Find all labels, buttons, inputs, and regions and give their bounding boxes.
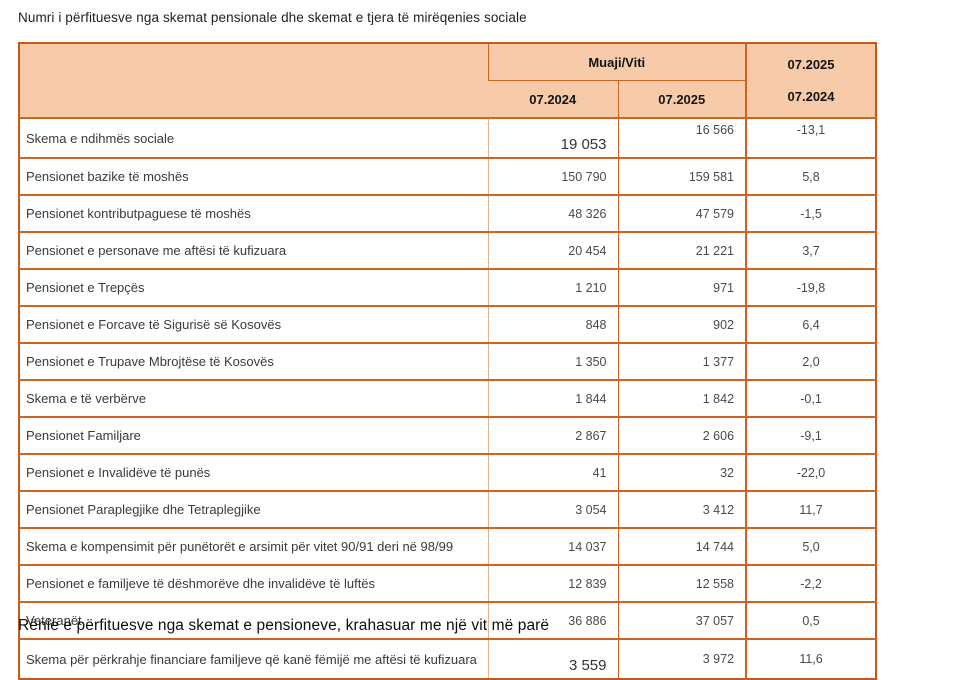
table-row: Skema e të verbërve 1 844 1 842 -0,1 <box>19 379 877 417</box>
change-value: -1,5 <box>745 194 877 232</box>
table-row: Skema e ndihmës sociale 19 053 16 566 -13,1 <box>19 117 877 158</box>
table-row: Pensionet Familjare 2 867 2 606 -9,1 <box>19 416 877 454</box>
header-col-2025: 07.2025 <box>617 80 747 119</box>
header-ratio-denominator: 07.2024 <box>787 88 835 104</box>
value-2024: 1 350 <box>487 342 618 380</box>
row-label: Skema e ndihmës sociale <box>19 117 488 158</box>
value-2024: 19 053 <box>487 117 618 158</box>
table-row: Pensionet bazike të moshës 150 790 159 581… <box>19 157 877 195</box>
value-2024: 3 559 <box>487 638 618 679</box>
row-label: Pensionet e Trupave Mbrojtëse të Kosovës <box>19 342 488 380</box>
row-label: Veteranët <box>19 601 488 639</box>
change-value: -13,1 <box>745 117 877 158</box>
table-row: Veteranët 36 886 37 057 0,5 <box>19 601 877 639</box>
change-value: -19,8 <box>745 268 877 306</box>
table-row: Skema për përkrahje financiare familjeve… <box>19 638 877 679</box>
table-caption: Rënie e përfituesve nga skemat e pension… <box>18 617 550 634</box>
value-2025: 16 566 <box>617 117 747 158</box>
row-label: Pensionet e Invalidëve të punës <box>19 453 488 491</box>
table-row: Pensionet e Forcave të Sigurisë së Kosov… <box>19 305 877 343</box>
table-row: Pensionet e personave me aftësi të kufiz… <box>19 231 877 269</box>
row-label: Pensionet e Trepçës <box>19 268 488 306</box>
table-row: Pensionet e Trupave Mbrojtëse të Kosovës… <box>19 342 877 380</box>
change-value: 2,0 <box>745 342 877 380</box>
change-value: -0,1 <box>745 379 877 417</box>
value-2025: 47 579 <box>617 194 747 232</box>
value-2024: 48 326 <box>487 194 618 232</box>
value-2025: 21 221 <box>617 231 747 269</box>
change-value: 11,6 <box>745 638 877 679</box>
row-label: Pensionet bazike të moshës <box>19 157 488 195</box>
header-ratio-numerator: 07.2025 <box>787 56 835 72</box>
value-2024: 14 037 <box>487 527 618 565</box>
value-2025: 902 <box>617 305 747 343</box>
value-2024: 848 <box>487 305 618 343</box>
value-2025: 2 606 <box>617 416 747 454</box>
change-value: 3,7 <box>745 231 877 269</box>
change-value: 5,0 <box>745 527 877 565</box>
value-2024: 1 210 <box>487 268 618 306</box>
value-2024: 3 054 <box>487 490 618 528</box>
value-2025: 1 842 <box>617 379 747 417</box>
pension-beneficiaries-table: Muaji/Viti 07.2025 07.2024 07.2024 07.20… <box>18 42 878 680</box>
value-2024: 150 790 <box>487 157 618 195</box>
row-label: Pensionet e familjeve të dëshmorëve dhe … <box>19 564 488 602</box>
value-2025: 32 <box>617 453 747 491</box>
change-value: 0,5 <box>745 601 877 639</box>
table-row: Pensionet Paraplegjike dhe Tetraplegjike… <box>19 490 877 528</box>
table-row: Skema e kompensimit për punëtorët e arsi… <box>19 527 877 565</box>
row-label: Skema për përkrahje financiare familjeve… <box>19 638 488 679</box>
change-value: 6,4 <box>745 305 877 343</box>
change-value: 5,8 <box>745 157 877 195</box>
value-2024: 12 839 <box>487 564 618 602</box>
value-2025: 3 412 <box>617 490 747 528</box>
table-header: Muaji/Viti 07.2025 07.2024 07.2024 07.20… <box>19 43 877 119</box>
change-value: 11,7 <box>745 490 877 528</box>
table-row: Pensionet e Trepçës 1 210 971 -19,8 <box>19 268 877 306</box>
row-label: Pensionet e Forcave të Sigurisë së Kosov… <box>19 305 488 343</box>
value-2025: 37 057 <box>617 601 747 639</box>
row-label: Pensionet Paraplegjike dhe Tetraplegjike <box>19 490 488 528</box>
row-label: Pensionet kontributpaguese të moshës <box>19 194 488 232</box>
change-value: -2,2 <box>745 564 877 602</box>
value-2025: 971 <box>617 268 747 306</box>
value-2025: 12 558 <box>617 564 747 602</box>
value-2024: 20 454 <box>487 231 618 269</box>
header-ratio-cell: 07.2025 07.2024 <box>745 43 877 119</box>
value-2025: 159 581 <box>617 157 747 195</box>
header-empty-cell <box>19 43 488 119</box>
table-row: Pensionet e Invalidëve të punës 41 32 -22,0 <box>19 453 877 491</box>
change-value: -22,0 <box>745 453 877 491</box>
table-body: Skema e ndihmës sociale 19 053 16 566 -13,1… <box>19 117 877 679</box>
header-col-2024: 07.2024 <box>488 80 618 119</box>
page-title: Numri i përfituesve nga skemat pensional… <box>18 10 527 25</box>
row-label: Pensionet e personave me aftësi të kufiz… <box>19 231 488 269</box>
change-value: -9,1 <box>745 416 877 454</box>
value-2025: 3 972 <box>617 638 747 679</box>
value-2025: 1 377 <box>617 342 747 380</box>
header-month-year: Muaji/Viti <box>487 43 747 81</box>
table-row: Pensionet e familjeve të dëshmorëve dhe … <box>19 564 877 602</box>
row-label: Skema e të verbërve <box>19 379 488 417</box>
row-label: Pensionet Familjare <box>19 416 488 454</box>
value-2024: 2 867 <box>487 416 618 454</box>
value-2024: 36 886 <box>487 601 618 639</box>
row-label: Skema e kompensimit për punëtorët e arsi… <box>19 527 488 565</box>
value-2025: 14 744 <box>617 527 747 565</box>
table-row: Pensionet kontributpaguese të moshës 48 3… <box>19 194 877 232</box>
value-2024: 1 844 <box>487 379 618 417</box>
value-2024: 41 <box>487 453 618 491</box>
